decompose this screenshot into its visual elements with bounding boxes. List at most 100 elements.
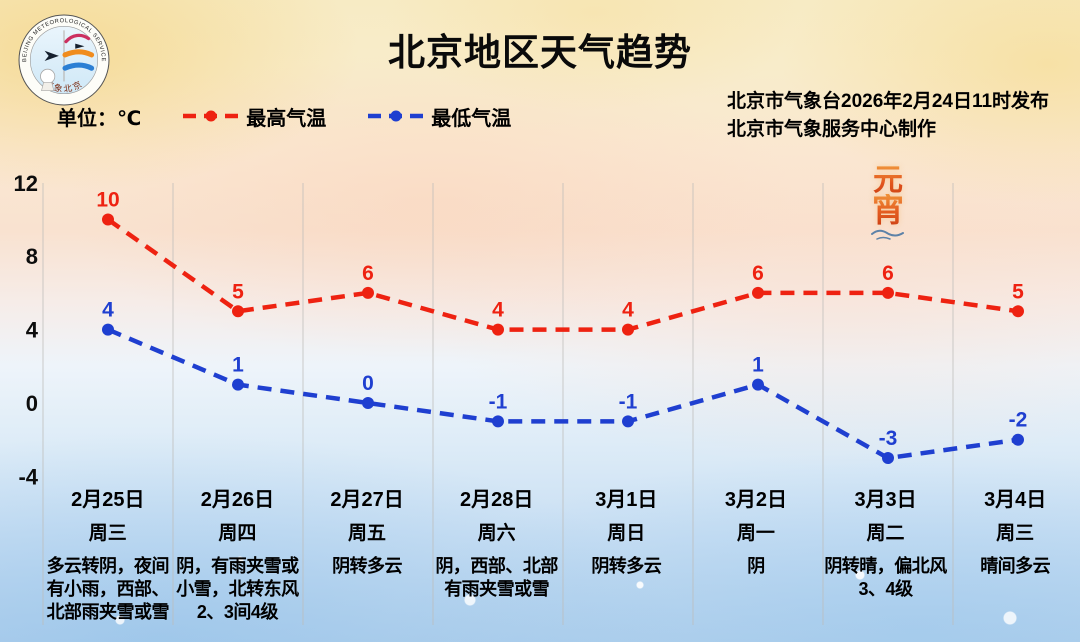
weather-line: 阴转多云 xyxy=(591,556,662,576)
weather-line: 阴 xyxy=(747,556,765,576)
legend: 单位：℃ 最高气温 最低气温 xyxy=(57,102,511,131)
max-temp-point-3 xyxy=(492,323,504,336)
day-column: 3月4日 周三 晴间多云 xyxy=(950,488,1080,624)
lantern-festival-decoration: 元 宵 xyxy=(866,166,910,246)
logo-radar-base xyxy=(41,82,55,91)
day-weather: 晴间多云 xyxy=(952,555,1078,578)
max-temp-point-1 xyxy=(232,305,244,318)
day-column: 2月27日 周五 阴转多云 xyxy=(302,488,432,624)
weather-line: 阴转晴，偏北风 xyxy=(824,556,947,576)
day-weather: 阴 xyxy=(693,555,819,578)
min-temp-line-swatch-icon xyxy=(368,110,425,122)
min-temp-point-5 xyxy=(752,378,764,391)
day-weather: 多云转阴，夜间 有小雨，西部、 北部雨夹雪或雪 xyxy=(45,555,171,624)
day-column: 3月2日 周一 阴 xyxy=(691,488,821,624)
weather-line: 北部雨夹雪或雪 xyxy=(46,602,170,622)
day-weather: 阴转多云 xyxy=(564,555,690,578)
day-weekday: 周六 xyxy=(477,523,516,544)
max-temp-legend-label: 最高气温 xyxy=(246,107,327,130)
min-temp-point-4 xyxy=(622,415,634,428)
day-weekday: 周五 xyxy=(348,523,387,544)
festival-wave-icon xyxy=(871,229,904,240)
max-temp-point-7 xyxy=(1012,305,1024,318)
max-temp-point-2 xyxy=(362,286,374,299)
day-column: 3月1日 周日 阴转多云 xyxy=(562,488,692,624)
max-temp-value-label-5: 6 xyxy=(752,262,764,285)
day-weekday: 周四 xyxy=(218,523,257,544)
logo-dart-icon xyxy=(44,50,59,62)
issue-info: 北京市气象台2026年2月24日11时发布 北京市气象服务中心制作 xyxy=(727,88,1049,144)
min-temp-point-0 xyxy=(102,323,114,336)
page-title: 北京地区天气趋势 xyxy=(388,32,692,73)
max-temp-value-label-0: 10 xyxy=(96,189,119,212)
day-date: 2月26日 xyxy=(200,489,275,511)
min-temp-legend-label: 最低气温 xyxy=(431,107,512,130)
day-date: 2月27日 xyxy=(330,489,404,511)
festival-char-1: 元 xyxy=(866,166,910,196)
y-axis-tick-label: -4 xyxy=(18,464,38,489)
weather-line: 阴转多云 xyxy=(332,556,403,576)
day-weather: 阴，有雨夹雪或 小雪，北转东风 2、3间4级 xyxy=(175,555,301,624)
y-axis-tick-label: 4 xyxy=(26,318,39,343)
weather-line: 阴，西部、北部 xyxy=(435,556,558,576)
max-temp-value-label-7: 5 xyxy=(1012,280,1024,303)
max-temp-value-label-1: 5 xyxy=(232,280,244,303)
day-weekday: 周二 xyxy=(866,523,905,544)
weather-line: 阴，有雨夹雪或 xyxy=(176,556,299,576)
day-column: 2月25日 周三 多云转阴，夜间 有小雨，西部、 北部雨夹雪或雪 xyxy=(43,488,173,624)
min-temp-value-label-1: 1 xyxy=(232,354,244,377)
weather-line: 2、3间4级 xyxy=(196,602,279,622)
day-weekday: 周三 xyxy=(996,523,1035,544)
legend-item-min-temp: 最低气温 xyxy=(368,102,511,131)
weather-line: 3、4级 xyxy=(858,579,914,599)
max-temp-line-swatch-icon xyxy=(183,110,240,122)
min-temp-point-6 xyxy=(882,452,894,465)
y-axis-tick-label: 12 xyxy=(14,171,38,196)
unit-label: 单位：℃ xyxy=(57,107,142,130)
min-temp-line xyxy=(107,327,1019,461)
min-temp-value-label-5: 1 xyxy=(752,354,764,377)
day-columns: 2月25日 周三 多云转阴，夜间 有小雨，西部、 北部雨夹雪或雪 2月26日 周四 … xyxy=(43,488,1080,624)
weather-line: 晴间多云 xyxy=(980,556,1051,576)
day-date: 2月28日 xyxy=(460,489,534,511)
max-temp-value-label-2: 6 xyxy=(362,262,374,285)
weather-line: 有雨夹雪或雪 xyxy=(444,579,550,599)
day-date: 2月25日 xyxy=(71,489,145,511)
day-column: 3月3日 周二 阴转晴，偏北风 3、4级 xyxy=(821,488,951,624)
min-temp-value-label-7: -2 xyxy=(1009,409,1028,432)
day-weekday: 周一 xyxy=(736,523,775,544)
min-temp-point-2 xyxy=(362,397,374,409)
min-temp-point-3 xyxy=(492,415,504,428)
issue-line-2: 北京市气象服务中心制作 xyxy=(727,119,937,140)
logo-orange-swoosh xyxy=(62,49,95,58)
min-temp-value-label-2: 0 xyxy=(362,372,374,395)
max-temp-point-4 xyxy=(622,323,634,336)
max-temp-value-label-6: 6 xyxy=(882,262,894,285)
min-temp-value-label-0: 4 xyxy=(102,299,114,322)
weather-line: 小雪，北转东风 xyxy=(176,579,299,599)
beijing-meteorological-service-logo: BEIJING METEOROLOGICAL SERVICE 气象北京 xyxy=(18,14,110,106)
y-axis-tick-label: 0 xyxy=(26,391,38,416)
min-temp-value-label-3: -1 xyxy=(489,390,508,413)
issue-line-1: 北京市气象台2026年2月24日11时发布 xyxy=(727,91,1050,112)
max-temp-point-6 xyxy=(882,286,894,299)
day-date: 3月4日 xyxy=(984,489,1047,511)
logo-arrow-icon xyxy=(75,43,85,49)
y-axis-tick-label: 8 xyxy=(26,244,38,269)
min-temp-value-label-6: -3 xyxy=(879,427,898,450)
max-temp-value-label-3: 4 xyxy=(492,299,504,322)
max-temp-point-0 xyxy=(102,213,114,226)
day-weekday: 周三 xyxy=(88,523,127,544)
day-column: 2月28日 周六 阴，西部、北部 有雨夹雪或雪 xyxy=(432,488,562,624)
max-temp-point-5 xyxy=(752,286,764,299)
logo-red-swoosh xyxy=(64,33,91,44)
weather-line: 多云转阴，夜间 xyxy=(46,556,170,576)
day-date: 3月3日 xyxy=(854,489,917,511)
min-temp-point-1 xyxy=(232,378,244,391)
day-weekday: 周日 xyxy=(607,523,646,544)
day-weather: 阴转晴，偏北风 3、4级 xyxy=(823,555,949,601)
logo-blue-swoosh xyxy=(62,62,95,71)
day-date: 3月2日 xyxy=(724,489,788,511)
day-date: 3月1日 xyxy=(595,489,658,511)
